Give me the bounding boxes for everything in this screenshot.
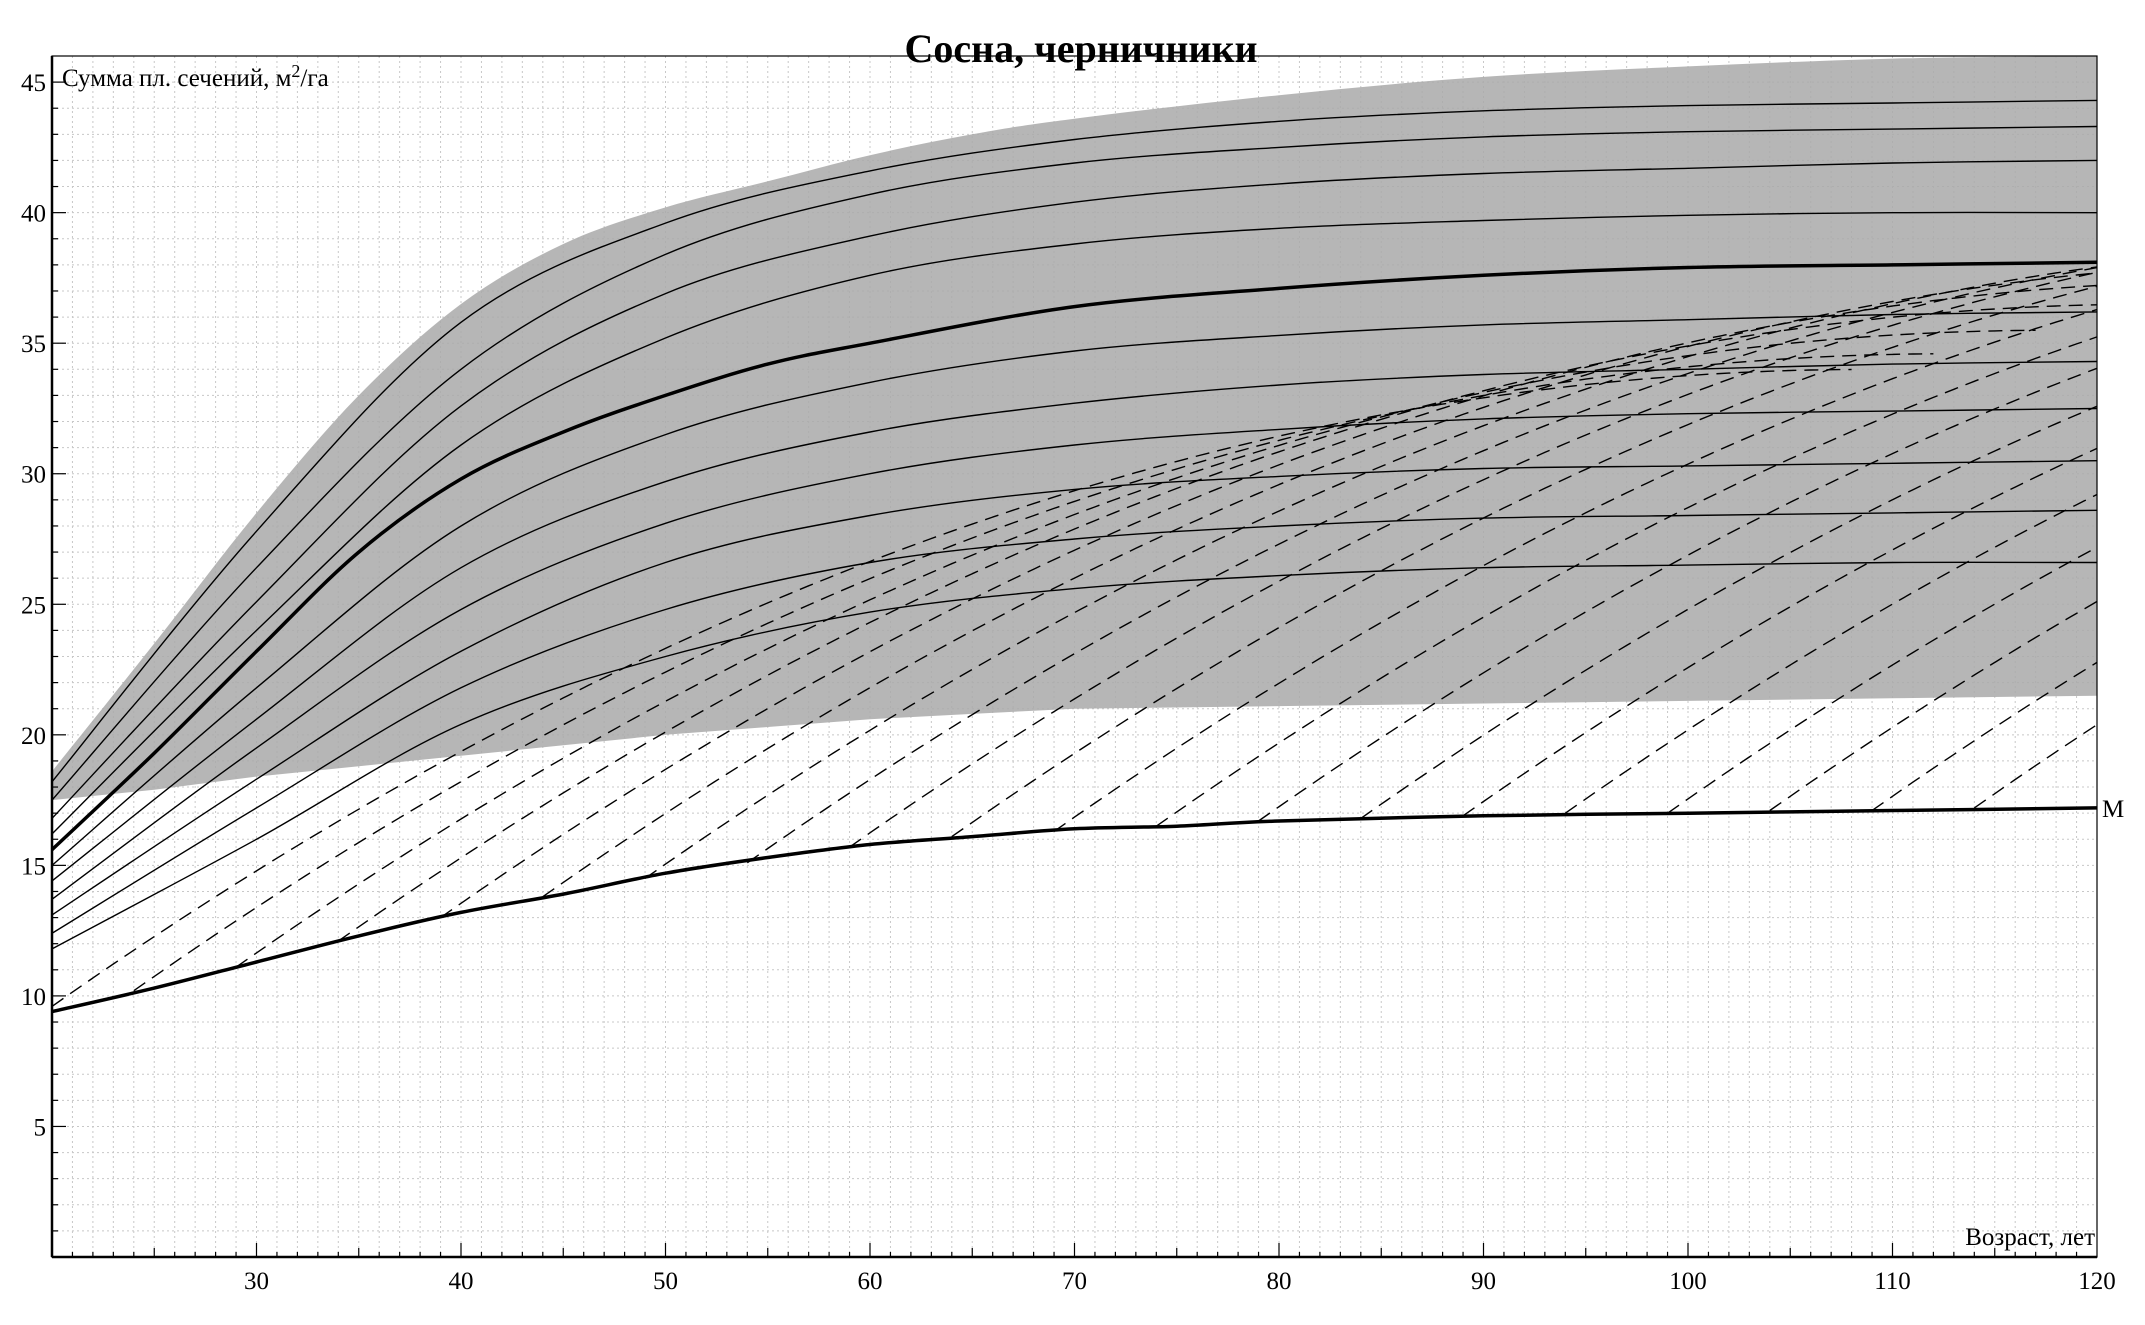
y-axis-label: Сумма пл. сечений, м2/га xyxy=(62,61,329,92)
shaded-band-layer xyxy=(52,56,2097,801)
y-tick-label: 30 xyxy=(21,462,46,489)
dashed-reference-line xyxy=(1462,447,2098,817)
dashed-reference-line xyxy=(1769,600,2098,812)
dashed-reference-line xyxy=(1564,493,2098,814)
dashed-reference-line xyxy=(1871,661,2098,812)
x-tick-label: 100 xyxy=(1669,1268,1707,1295)
y-tick-label: 25 xyxy=(21,592,46,619)
y-tick-label: 40 xyxy=(21,201,46,228)
y-tick-label: 35 xyxy=(21,331,46,358)
x-axis-label: Возраст, лет xyxy=(1965,1224,2095,1251)
dashed-reference-line xyxy=(1360,405,2098,819)
dashed-reference-line xyxy=(1258,367,2098,822)
y-axis-label-superscript: 2 xyxy=(291,61,300,81)
dashed-reference-line xyxy=(51,368,1852,1007)
dashed-reference-line xyxy=(951,285,2098,838)
series-line xyxy=(51,360,2098,882)
x-tick-label: 40 xyxy=(449,1268,474,1295)
y-tick-label: 5 xyxy=(34,1114,47,1141)
x-tick-label: 110 xyxy=(1874,1268,1911,1295)
dashed-reference-line xyxy=(1053,308,2098,832)
dashed-reference-line xyxy=(542,272,2098,898)
y-tick-label: 20 xyxy=(21,723,46,750)
series-line xyxy=(51,159,2098,819)
x-tick-label: 50 xyxy=(653,1268,678,1295)
series-line xyxy=(51,561,2098,950)
series-line xyxy=(50,260,2098,851)
series-line xyxy=(51,211,2098,835)
y-tick-label: 45 xyxy=(21,70,46,97)
y-tick-label: 10 xyxy=(21,984,46,1011)
x-tick-label: 120 xyxy=(2078,1268,2116,1295)
series-line xyxy=(51,509,2098,934)
series-line-m xyxy=(51,806,2098,1014)
tick-labels: 30 40 50 60 70 80 90 100 110 120 5 10 15 20 25 30 35 40 45 xyxy=(21,70,2116,1295)
dashed-reference-line xyxy=(746,266,2098,864)
shaded-band xyxy=(52,56,2097,801)
axes xyxy=(50,55,2098,1259)
x-tick-label: 30 xyxy=(244,1268,269,1295)
dashed-reference-line xyxy=(1155,336,2098,827)
series-line xyxy=(51,99,2098,783)
dashed-reference-line xyxy=(235,329,2036,968)
dashed-reference-line xyxy=(1667,546,2098,814)
series-line xyxy=(51,460,2098,916)
series-line xyxy=(51,311,2098,866)
x-tick-label: 80 xyxy=(1267,1268,1292,1295)
series-line xyxy=(51,407,2098,900)
dashed-lines-layer xyxy=(51,266,2098,1007)
y-axis-label-prefix: Сумма пл. сечений, м xyxy=(62,65,292,92)
series-line xyxy=(51,125,2098,801)
series-layer xyxy=(50,99,2098,1014)
dashed-reference-line xyxy=(337,304,2098,942)
y-axis-label-suffix: /га xyxy=(300,65,328,92)
x-tick-label: 70 xyxy=(1062,1268,1087,1295)
dashed-reference-line xyxy=(1973,724,2098,809)
dashed-reference-line xyxy=(644,266,2098,879)
x-tick-label: 60 xyxy=(858,1268,883,1295)
series-label-m: M xyxy=(2102,796,2124,823)
y-tick-label: 15 xyxy=(21,853,46,880)
chart-title: Сосна, черничники xyxy=(904,26,1257,71)
x-tick-label: 90 xyxy=(1471,1268,1496,1295)
dashed-reference-line xyxy=(849,271,2098,848)
